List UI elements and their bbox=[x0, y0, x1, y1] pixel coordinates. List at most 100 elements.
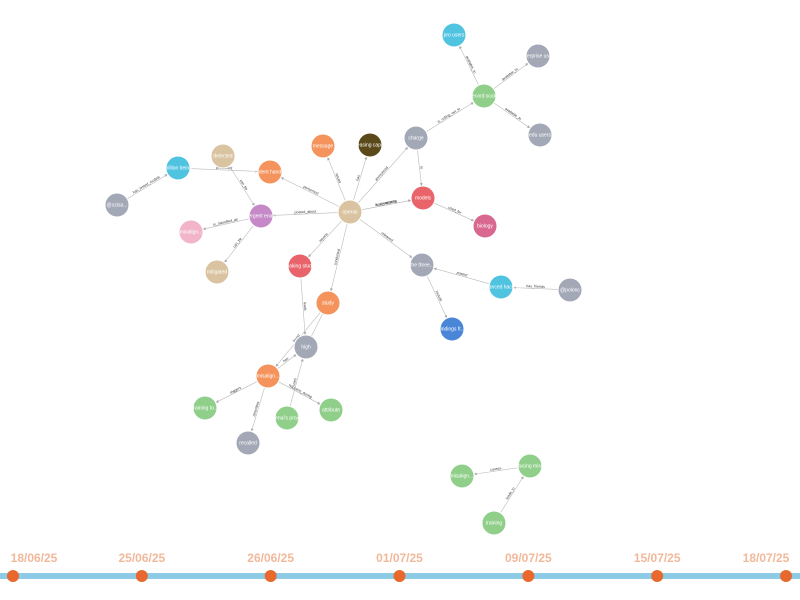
node[interactable] bbox=[557, 277, 583, 303]
node[interactable] bbox=[274, 405, 300, 431]
node-label: misalign... bbox=[451, 473, 474, 479]
node[interactable] bbox=[472, 213, 498, 239]
timeline-dot[interactable] bbox=[393, 570, 406, 582]
node-label: misalign... bbox=[257, 373, 280, 379]
node[interactable] bbox=[318, 397, 344, 423]
node[interactable] bbox=[165, 155, 191, 181]
edge-label: causes bbox=[490, 466, 502, 472]
node[interactable] bbox=[488, 274, 514, 300]
node[interactable] bbox=[293, 334, 319, 360]
timeline-date: 26/06/25 bbox=[247, 551, 294, 565]
node[interactable] bbox=[235, 430, 261, 456]
edge-label: is_rolling_out_to bbox=[437, 107, 461, 124]
edge-label: available_to bbox=[501, 67, 519, 82]
node[interactable] bbox=[410, 185, 436, 211]
node[interactable] bbox=[204, 259, 230, 285]
edge bbox=[229, 165, 255, 207]
node[interactable] bbox=[210, 143, 236, 169]
edge-label: can_be bbox=[232, 237, 242, 249]
node-label: biology bbox=[477, 223, 493, 229]
edge bbox=[357, 146, 409, 204]
node-label: mitigated bbox=[207, 269, 228, 275]
node[interactable] bbox=[525, 43, 551, 69]
timeline-date: 15/07/25 bbox=[634, 551, 681, 565]
edge bbox=[500, 475, 524, 514]
edge-label: describes bbox=[252, 401, 260, 417]
node-label: million being bbox=[164, 165, 192, 171]
node-label: the three... bbox=[410, 262, 434, 268]
node[interactable] bbox=[527, 122, 553, 148]
node[interactable] bbox=[409, 252, 435, 278]
node-label: training bbox=[486, 520, 503, 526]
edge-label: announced bbox=[374, 166, 389, 182]
node-label: edu users bbox=[529, 132, 551, 138]
edge bbox=[277, 354, 297, 369]
node[interactable] bbox=[357, 132, 383, 158]
edge-label: released bbox=[380, 231, 393, 242]
edge-label: posted bbox=[456, 271, 467, 278]
timeline-dot[interactable] bbox=[522, 570, 535, 582]
edge bbox=[473, 467, 519, 476]
edge-label: has_tested_models bbox=[132, 175, 161, 195]
node[interactable] bbox=[315, 290, 341, 316]
edge-label: conducted bbox=[333, 248, 341, 265]
node[interactable] bbox=[337, 199, 363, 225]
timeline-date: 18/06/25 bbox=[11, 551, 58, 565]
node[interactable] bbox=[257, 159, 283, 185]
edge-label: uses bbox=[292, 378, 298, 387]
node[interactable] bbox=[248, 203, 274, 229]
node-label: misalign... bbox=[180, 229, 203, 235]
timeline-dot[interactable] bbox=[7, 570, 19, 582]
node-label: increasing capacity bbox=[349, 142, 392, 148]
edge-label: found bbox=[292, 333, 301, 342]
node[interactable] bbox=[178, 219, 204, 245]
edge-label: has_capacity bbox=[375, 199, 397, 207]
node[interactable] bbox=[441, 22, 467, 48]
edge bbox=[278, 381, 321, 405]
timeline-dot[interactable] bbox=[780, 570, 792, 582]
edge bbox=[224, 225, 254, 263]
timeline-dot[interactable] bbox=[651, 570, 664, 582]
node[interactable] bbox=[517, 453, 543, 479]
node-label: student hands... bbox=[252, 169, 288, 175]
node[interactable] bbox=[439, 316, 465, 342]
edge bbox=[300, 277, 307, 336]
node[interactable] bbox=[192, 395, 218, 421]
edge-label: has bbox=[282, 356, 289, 363]
node[interactable] bbox=[310, 133, 336, 159]
edge bbox=[359, 218, 413, 259]
edge bbox=[189, 168, 259, 173]
timeline-date: 25/06/25 bbox=[118, 551, 165, 565]
node[interactable] bbox=[403, 125, 429, 151]
node-label: record scale bbox=[470, 93, 497, 99]
node-label: @ozisa... bbox=[107, 202, 128, 208]
edge-label: include bbox=[435, 290, 443, 302]
node[interactable] bbox=[449, 463, 475, 489]
timeline-dot[interactable] bbox=[135, 570, 148, 582]
edge-label: issues bbox=[335, 173, 343, 184]
edge bbox=[272, 212, 339, 217]
edge-label: can_be bbox=[239, 179, 249, 191]
node-label: openai bbox=[342, 209, 357, 215]
node-label: study bbox=[322, 300, 334, 306]
timeline-date: 09/07/25 bbox=[505, 551, 552, 565]
node[interactable] bbox=[255, 363, 281, 389]
nodes: pro users enterprise users record scale edu… bbox=[104, 22, 583, 536]
node[interactable] bbox=[471, 83, 497, 109]
node-label: high bbox=[301, 344, 311, 350]
node-label: charge bbox=[408, 135, 424, 141]
node[interactable] bbox=[481, 510, 507, 536]
node[interactable] bbox=[287, 253, 313, 279]
edge bbox=[330, 223, 348, 292]
edge bbox=[202, 218, 250, 231]
node-label: pro users bbox=[444, 32, 465, 38]
node-label: enterprise users bbox=[520, 53, 556, 59]
timeline-dot[interactable] bbox=[264, 570, 277, 582]
edge bbox=[512, 286, 559, 290]
edge bbox=[426, 102, 474, 132]
edge-label: has bbox=[355, 174, 361, 181]
node-label: training to... bbox=[192, 405, 218, 411]
node[interactable] bbox=[104, 192, 130, 218]
node-label: recalled bbox=[239, 440, 257, 446]
